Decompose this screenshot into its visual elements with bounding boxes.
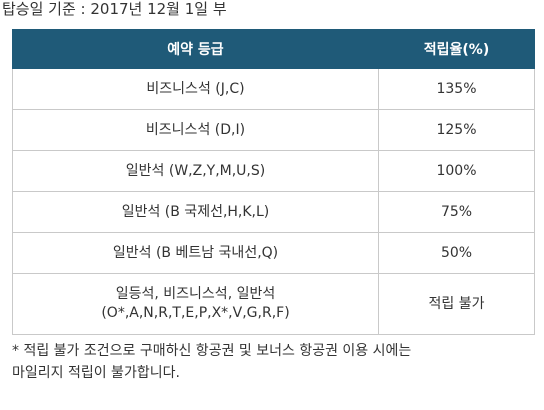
accrual-rate-cell: 적립 불가: [378, 273, 535, 335]
booking-class-cell: 일반석 (W,Z,Y,M,U,S): [12, 150, 379, 192]
table-row: 비즈니스석 (J,C) 135%: [12, 68, 535, 110]
footnote-line: 마일리지 적립이 불가합니다.: [12, 365, 180, 381]
booking-class-text: 일반석 (B 베트남 국내선,Q): [112, 244, 279, 261]
accrual-rate-cell: 100%: [378, 150, 535, 192]
column-header-accrual-rate: 적립율(%): [378, 29, 535, 69]
accrual-rate-cell: 125%: [378, 109, 535, 151]
booking-class-cell: 일등석, 비즈니스석, 일반석 (O*,A,N,R,T,E,P,X*,V,G,R…: [12, 273, 379, 335]
mileage-rate-table: 예약 등급 적립율(%) 비즈니스석 (J,C) 135% 비즈니스석 (D,I…: [12, 29, 535, 335]
table-row: 비즈니스석 (D,I) 125%: [12, 109, 535, 151]
booking-class-cell: 비즈니스석 (J,C): [12, 68, 379, 110]
footnote: * 적립 불가 조건으로 구매하신 항공권 및 보너스 항공권 이용 시에는 마…: [12, 340, 532, 384]
booking-class-text: 일반석 (B 국제선,H,K,L): [121, 203, 270, 220]
accrual-rate-cell: 135%: [378, 68, 535, 110]
accrual-rate-cell: 50%: [378, 232, 535, 274]
table-row: 일등석, 비즈니스석, 일반석 (O*,A,N,R,T,E,P,X*,V,G,R…: [12, 273, 535, 335]
booking-class-text: 일등석, 비즈니스석, 일반석: [115, 286, 276, 302]
table-row: 일반석 (B 베트남 국내선,Q) 50%: [12, 232, 535, 274]
table-row: 일반석 (W,Z,Y,M,U,S) 100%: [12, 150, 535, 192]
accrual-rate-cell: 75%: [378, 191, 535, 233]
footnote-line: * 적립 불가 조건으로 구매하신 항공권 및 보너스 항공권 이용 시에는: [12, 343, 412, 359]
booking-class-codes: (O*,A,N,R,T,E,P,X*,V,G,R,F): [101, 305, 290, 321]
booking-class-cell: 비즈니스석 (D,I): [12, 109, 379, 151]
booking-class-cell: 일반석 (B 베트남 국내선,Q): [12, 232, 379, 274]
booking-class-text: 비즈니스석 (D,I): [145, 121, 246, 138]
table-row: 일반석 (B 국제선,H,K,L) 75%: [12, 191, 535, 233]
column-header-booking-class: 예약 등급: [12, 29, 379, 69]
booking-class-text: 비즈니스석 (J,C): [146, 80, 245, 97]
booking-class-text: 일반석 (W,Z,Y,M,U,S): [125, 162, 266, 179]
effective-date-heading: 탑승일 기준 : 2017년 12월 1일 부: [2, 0, 227, 18]
booking-class-cell: 일반석 (B 국제선,H,K,L): [12, 191, 379, 233]
table-header-row: 예약 등급 적립율(%): [12, 29, 535, 69]
